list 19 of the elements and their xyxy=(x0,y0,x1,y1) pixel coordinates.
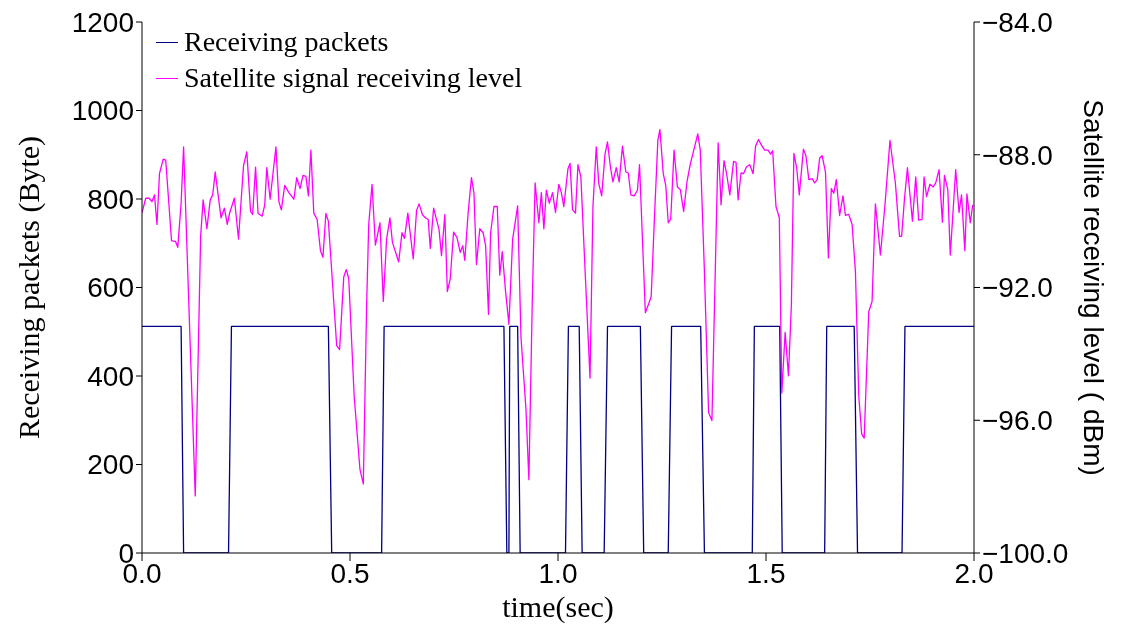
y-tick-label: 1200 xyxy=(71,6,134,38)
x-tick-label: 1.0 xyxy=(538,557,578,589)
x-axis-title: time(sec) xyxy=(502,590,614,624)
y-tick-label: 200 xyxy=(87,449,134,481)
y-tick-label: 400 xyxy=(87,360,134,392)
x-tick-label: 0.5 xyxy=(330,557,370,589)
y2-axis-title: Satellite receiving level ( dBm) xyxy=(1078,99,1110,476)
legend-label: Receiving packets xyxy=(184,25,389,59)
y2-tick-label: −92.0 xyxy=(982,272,1053,304)
y2-tick-label: −88.0 xyxy=(982,139,1053,171)
legend-label: Satellite signal receiving level xyxy=(184,61,523,95)
y-tick-label: 600 xyxy=(87,272,134,304)
y2-tick-label: −96.0 xyxy=(982,405,1053,437)
y-tick-label: 1000 xyxy=(71,95,134,127)
y-axis-title: Receiving packets (Byte) xyxy=(11,135,46,440)
x-tick-label: 1.5 xyxy=(746,557,786,589)
line-series xyxy=(142,128,974,497)
y2-tick-label: −84.0 xyxy=(982,6,1053,38)
y-tick-label: 800 xyxy=(87,183,134,215)
